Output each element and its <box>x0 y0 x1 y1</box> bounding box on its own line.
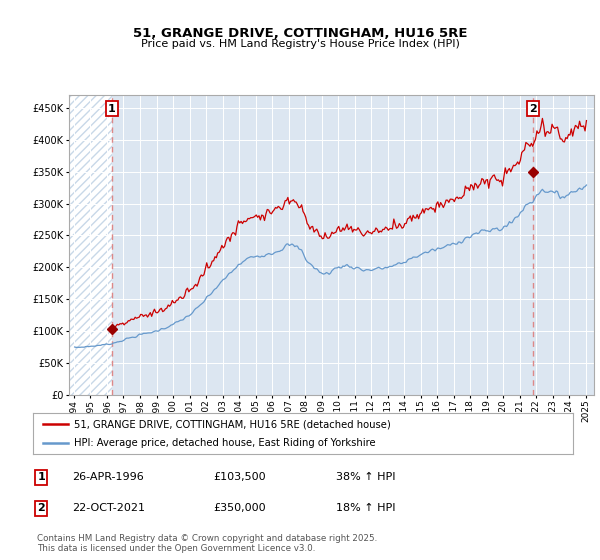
Text: 26-APR-1996: 26-APR-1996 <box>72 472 144 482</box>
Text: 1: 1 <box>37 472 45 482</box>
Text: Price paid vs. HM Land Registry's House Price Index (HPI): Price paid vs. HM Land Registry's House … <box>140 39 460 49</box>
Text: 51, GRANGE DRIVE, COTTINGHAM, HU16 5RE: 51, GRANGE DRIVE, COTTINGHAM, HU16 5RE <box>133 27 467 40</box>
Text: 2: 2 <box>529 104 536 114</box>
Text: 18% ↑ HPI: 18% ↑ HPI <box>336 503 395 514</box>
Text: 22-OCT-2021: 22-OCT-2021 <box>72 503 145 514</box>
Text: 2: 2 <box>37 503 45 514</box>
Text: HPI: Average price, detached house, East Riding of Yorkshire: HPI: Average price, detached house, East… <box>74 438 375 447</box>
Text: £103,500: £103,500 <box>213 472 266 482</box>
Bar <box>69 95 112 395</box>
Text: 51, GRANGE DRIVE, COTTINGHAM, HU16 5RE (detached house): 51, GRANGE DRIVE, COTTINGHAM, HU16 5RE (… <box>74 419 390 429</box>
Text: Contains HM Land Registry data © Crown copyright and database right 2025.
This d: Contains HM Land Registry data © Crown c… <box>37 534 377 553</box>
Text: 38% ↑ HPI: 38% ↑ HPI <box>336 472 395 482</box>
Text: £350,000: £350,000 <box>213 503 266 514</box>
Text: 1: 1 <box>108 104 116 114</box>
